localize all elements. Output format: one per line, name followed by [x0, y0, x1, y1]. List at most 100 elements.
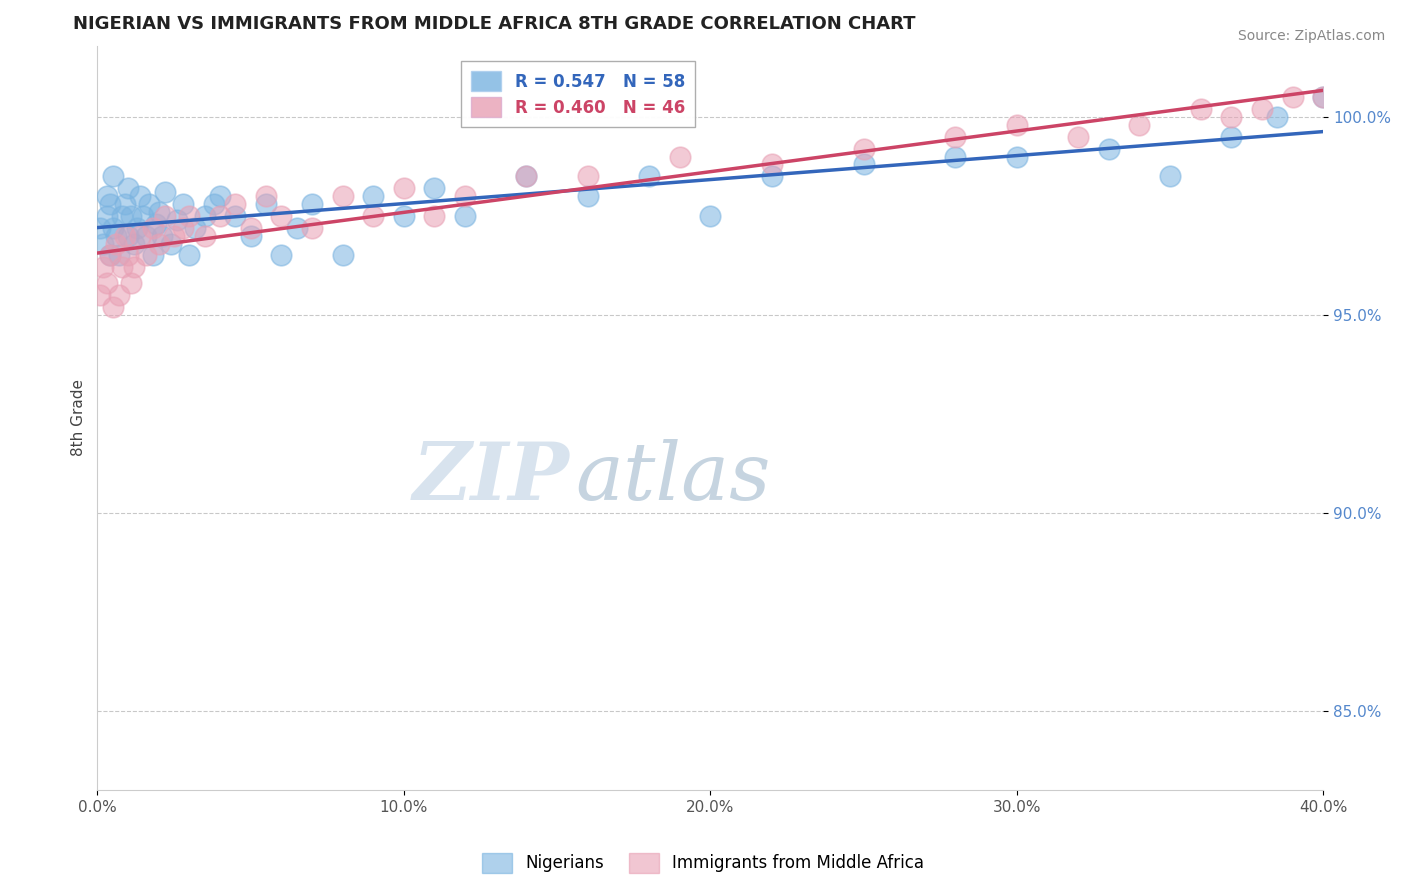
Y-axis label: 8th Grade: 8th Grade [72, 379, 86, 456]
Point [145, 217, 167, 231]
Point [120, 209, 142, 223]
Point [107, 248, 129, 262]
Point [852, 142, 875, 156]
Point [111, 260, 134, 275]
Point [1067, 129, 1090, 144]
Text: Source: ZipAtlas.com: Source: ZipAtlas.com [1237, 29, 1385, 43]
Point [127, 220, 149, 235]
Point [1220, 129, 1243, 144]
Point [93, 260, 115, 275]
Point [1159, 169, 1181, 184]
Point [392, 181, 415, 195]
Point [761, 169, 783, 184]
Point [98, 248, 121, 262]
Point [1251, 102, 1274, 116]
Text: atlas: atlas [575, 439, 770, 516]
Point [761, 157, 783, 171]
Point [224, 209, 246, 223]
Point [301, 220, 323, 235]
Point [104, 236, 127, 251]
Point [117, 248, 139, 262]
Point [239, 220, 262, 235]
Point [117, 228, 139, 243]
Point [96, 189, 118, 203]
Point [699, 209, 721, 223]
Point [132, 209, 155, 223]
Point [1098, 142, 1121, 156]
Point [89, 220, 111, 235]
Point [576, 169, 599, 184]
Point [107, 288, 129, 302]
Point [148, 236, 170, 251]
Point [576, 189, 599, 203]
Point [208, 189, 231, 203]
Point [254, 197, 277, 211]
Point [114, 228, 136, 243]
Point [101, 300, 124, 314]
Point [1281, 90, 1303, 104]
Point [361, 209, 384, 223]
Point [101, 169, 124, 184]
Legend: R = 0.547   N = 58, R = 0.460   N = 46: R = 0.547 N = 58, R = 0.460 N = 46 [461, 62, 695, 127]
Point [120, 276, 142, 290]
Point [945, 129, 967, 144]
Point [454, 209, 477, 223]
Point [668, 149, 690, 163]
Point [208, 209, 231, 223]
Point [114, 197, 136, 211]
Point [852, 157, 875, 171]
Point [98, 197, 121, 211]
Point [153, 209, 176, 223]
Point [361, 189, 384, 203]
Point [163, 228, 186, 243]
Point [104, 228, 127, 243]
Point [150, 228, 173, 243]
Point [172, 220, 194, 235]
Point [239, 228, 262, 243]
Point [111, 209, 134, 223]
Point [270, 209, 292, 223]
Point [98, 248, 121, 262]
Point [423, 209, 446, 223]
Point [93, 236, 115, 251]
Point [1220, 110, 1243, 124]
Point [96, 276, 118, 290]
Point [638, 169, 661, 184]
Point [945, 149, 967, 163]
Point [423, 181, 446, 195]
Point [179, 248, 201, 262]
Text: ZIP: ZIP [412, 439, 569, 516]
Point [1189, 102, 1212, 116]
Point [301, 197, 323, 211]
Point [172, 197, 194, 211]
Point [122, 236, 145, 251]
Point [135, 228, 157, 243]
Point [392, 209, 415, 223]
Point [101, 220, 124, 235]
Point [135, 248, 157, 262]
Text: NIGERIAN VS IMMIGRANTS FROM MIDDLE AFRICA 8TH GRADE CORRELATION CHART: NIGERIAN VS IMMIGRANTS FROM MIDDLE AFRIC… [73, 15, 915, 33]
Point [184, 220, 207, 235]
Legend: Nigerians, Immigrants from Middle Africa: Nigerians, Immigrants from Middle Africa [475, 847, 931, 880]
Point [1128, 118, 1150, 132]
Point [202, 197, 225, 211]
Point [515, 169, 537, 184]
Point [129, 189, 152, 203]
Point [515, 169, 537, 184]
Point [1265, 110, 1288, 124]
Point [332, 248, 354, 262]
Point [89, 288, 111, 302]
Point [194, 228, 217, 243]
Point [332, 189, 354, 203]
Point [166, 212, 188, 227]
Point [96, 209, 118, 223]
Point [117, 181, 139, 195]
Point [160, 236, 183, 251]
Point [141, 220, 163, 235]
Point [454, 189, 477, 203]
Point [1312, 90, 1334, 104]
Point [138, 197, 160, 211]
Point [1005, 149, 1028, 163]
Point [141, 248, 163, 262]
Point [1005, 118, 1028, 132]
